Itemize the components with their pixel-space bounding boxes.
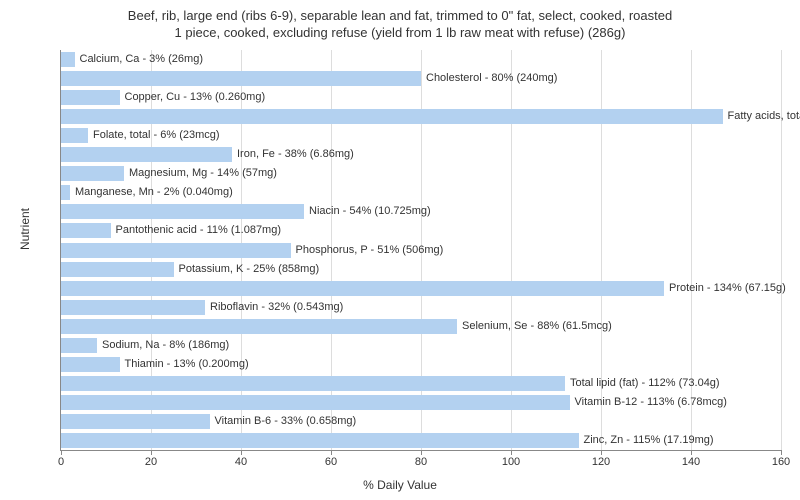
chart-title-line1: Beef, rib, large end (ribs 6-9), separab… bbox=[128, 8, 672, 23]
nutrient-bar-label: Thiamin - 13% (0.200mg) bbox=[125, 357, 249, 372]
nutrient-bar-label: Phosphorus, P - 51% (506mg) bbox=[296, 243, 444, 258]
nutrient-bar bbox=[61, 109, 723, 124]
nutrient-bar-label: Total lipid (fat) - 112% (73.04g) bbox=[570, 376, 720, 391]
nutrient-bar bbox=[61, 204, 304, 219]
nutrient-bar bbox=[61, 243, 291, 258]
nutrient-bar-label: Cholesterol - 80% (240mg) bbox=[426, 71, 557, 86]
nutrient-bar bbox=[61, 357, 120, 372]
nutrient-bar bbox=[61, 433, 579, 448]
nutrient-bar-label: Fatty acids, total saturated - 147% (29.… bbox=[728, 109, 800, 124]
nutrient-bar-label: Pantothenic acid - 11% (1.087mg) bbox=[116, 223, 282, 238]
nutrient-bar-label: Niacin - 54% (10.725mg) bbox=[309, 204, 431, 219]
nutrient-bar-label: Riboflavin - 32% (0.543mg) bbox=[210, 300, 343, 315]
x-tick bbox=[151, 450, 152, 455]
nutrient-bar bbox=[61, 281, 664, 296]
nutrient-bar bbox=[61, 52, 75, 67]
nutrient-bar-label: Manganese, Mn - 2% (0.040mg) bbox=[75, 185, 233, 200]
nutrient-bar bbox=[61, 71, 421, 86]
nutrient-bar bbox=[61, 338, 97, 353]
x-tick bbox=[61, 450, 62, 455]
x-tick-label: 60 bbox=[325, 456, 337, 468]
nutrient-bar bbox=[61, 300, 205, 315]
nutrient-bar bbox=[61, 414, 210, 429]
x-tick-label: 80 bbox=[415, 456, 427, 468]
nutrient-bar-label: Magnesium, Mg - 14% (57mg) bbox=[129, 166, 277, 181]
nutrient-bar bbox=[61, 376, 565, 391]
x-tick bbox=[331, 450, 332, 455]
chart-title-line2: 1 piece, cooked, excluding refuse (yield… bbox=[175, 25, 626, 40]
nutrient-bar bbox=[61, 319, 457, 334]
nutrient-bar-label: Copper, Cu - 13% (0.260mg) bbox=[125, 90, 266, 105]
nutrient-bar bbox=[61, 262, 174, 277]
nutrient-bar-label: Zinc, Zn - 115% (17.19mg) bbox=[584, 433, 714, 448]
x-tick bbox=[241, 450, 242, 455]
x-tick-label: 20 bbox=[145, 456, 157, 468]
x-tick-label: 0 bbox=[58, 456, 64, 468]
nutrient-chart: Beef, rib, large end (ribs 6-9), separab… bbox=[0, 0, 800, 500]
nutrient-bar bbox=[61, 90, 120, 105]
nutrient-bar-label: Selenium, Se - 88% (61.5mcg) bbox=[462, 319, 612, 334]
nutrient-bar-label: Calcium, Ca - 3% (26mg) bbox=[80, 52, 203, 67]
x-tick-label: 140 bbox=[682, 456, 700, 468]
plot-area: 020406080100120140160Calcium, Ca - 3% (2… bbox=[60, 50, 781, 451]
x-tick bbox=[691, 450, 692, 455]
x-tick-label: 120 bbox=[592, 456, 610, 468]
nutrient-bar-label: Vitamin B-12 - 113% (6.78mcg) bbox=[575, 395, 727, 410]
nutrient-bar-label: Vitamin B-6 - 33% (0.658mg) bbox=[215, 414, 357, 429]
nutrient-bar bbox=[61, 128, 88, 143]
nutrient-bar-label: Potassium, K - 25% (858mg) bbox=[179, 262, 320, 277]
x-axis-label: % Daily Value bbox=[363, 478, 437, 492]
x-tick-label: 160 bbox=[772, 456, 790, 468]
nutrient-bar-label: Iron, Fe - 38% (6.86mg) bbox=[237, 147, 354, 162]
nutrient-bar-label: Folate, total - 6% (23mcg) bbox=[93, 128, 220, 143]
y-axis-label: Nutrient bbox=[18, 208, 32, 250]
nutrient-bar-label: Protein - 134% (67.15g) bbox=[669, 281, 786, 296]
x-tick-label: 40 bbox=[235, 456, 247, 468]
x-tick-label: 100 bbox=[502, 456, 520, 468]
nutrient-bar bbox=[61, 185, 70, 200]
x-tick bbox=[421, 450, 422, 455]
x-tick bbox=[511, 450, 512, 455]
x-tick bbox=[781, 450, 782, 455]
nutrient-bar bbox=[61, 395, 570, 410]
nutrient-bar bbox=[61, 147, 232, 162]
nutrient-bar bbox=[61, 166, 124, 181]
x-tick bbox=[601, 450, 602, 455]
chart-title: Beef, rib, large end (ribs 6-9), separab… bbox=[0, 0, 800, 42]
nutrient-bar bbox=[61, 223, 111, 238]
nutrient-bar-label: Sodium, Na - 8% (186mg) bbox=[102, 338, 229, 353]
